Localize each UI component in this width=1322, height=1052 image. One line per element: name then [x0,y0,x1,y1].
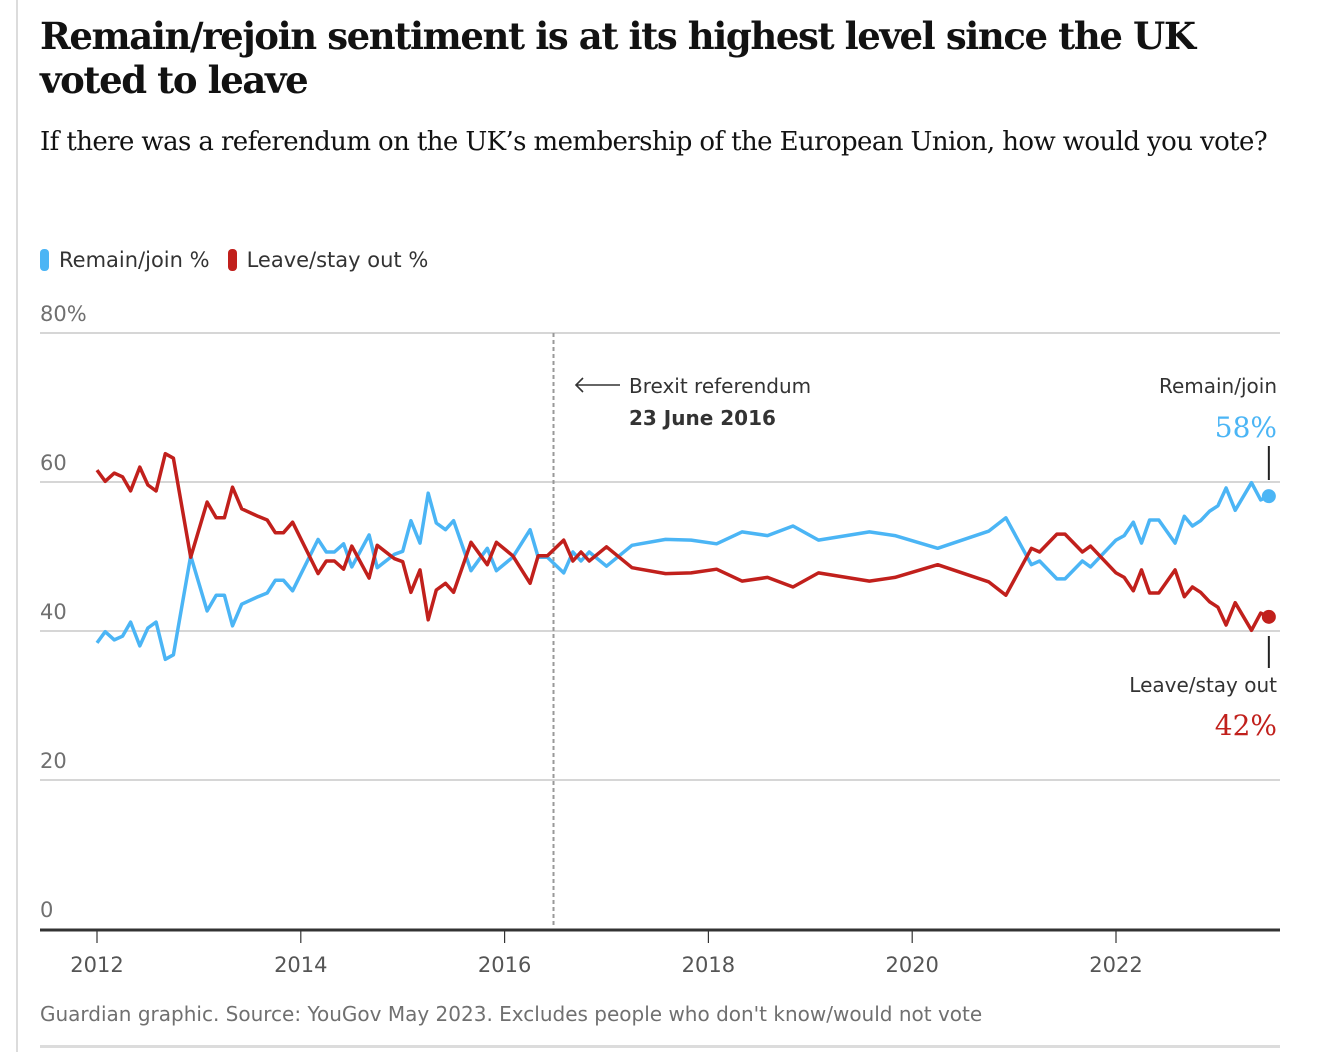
leave-end-label: Leave/stay out [1129,673,1277,697]
legend-swatch-leave [227,249,237,271]
y-axis-ticks: 0 20 40 60 80% [40,302,87,922]
series-line-remain [95,480,1270,662]
referendum-label: Brexit referendum [629,374,811,398]
arrow-left-icon [574,377,620,393]
gridlines [40,332,1280,781]
x-tick-label-2022: 2022 [1089,953,1142,977]
x-tick-label-2014: 2014 [274,953,327,977]
leave-end-value: 42% [1215,709,1277,742]
legend: Remain/join % Leave/stay out % [40,248,446,272]
series-lines [95,446,1276,668]
bottom-divider [40,1045,1280,1048]
remain-end-label: Remain/join [1159,374,1277,398]
y-tick-label-0: 0 [40,898,53,922]
y-tick-label-60: 60 [40,451,67,475]
referendum-date: 23 June 2016 [629,406,776,430]
legend-swatch-remain [40,249,49,271]
y-tick-label-40: 40 [40,600,67,624]
legend-item-leave: Leave/stay out % [227,248,429,272]
legend-label-remain: Remain/join % [59,248,210,272]
x-tick-label-2016: 2016 [478,953,531,977]
referendum-marker [552,333,620,927]
chart-subtitle: If there was a referendum on the UK’s me… [40,127,1268,157]
chart-title: Remain/rejoin sentiment is at its highes… [40,14,1196,102]
y-tick-label-80: 80% [40,302,87,326]
x-axis: 2012 2014 2016 2018 2020 2022 [40,928,1280,977]
x-tick-label-2020: 2020 [885,953,938,977]
series-line-leave [95,451,1270,633]
annotations: Brexit referendum 23 June 2016 Remain/jo… [629,374,1277,742]
legend-label-leave: Leave/stay out % [246,248,429,272]
x-tick-label-2012: 2012 [70,953,123,977]
x-tick-label-2018: 2018 [682,953,735,977]
end-point-remain [1261,489,1276,504]
y-tick-label-20: 20 [40,749,67,773]
left-border [16,0,18,1052]
legend-item-remain: Remain/join % [40,248,210,272]
remain-end-value: 58% [1215,411,1277,444]
end-point-leave [1261,609,1276,624]
source-note: Guardian graphic. Source: YouGov May 202… [40,1002,983,1026]
